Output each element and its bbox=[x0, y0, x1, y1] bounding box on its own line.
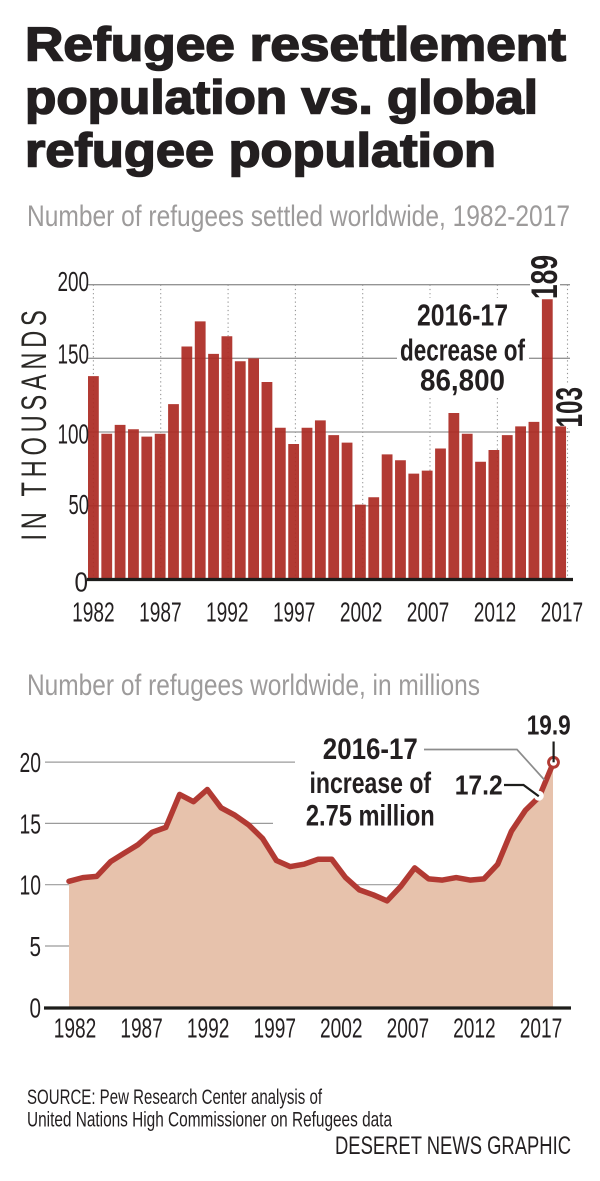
svg-text:100: 100 bbox=[58, 419, 90, 450]
svg-text:DESERET NEWS GRAPHIC: DESERET NEWS GRAPHIC bbox=[335, 1132, 571, 1160]
svg-text:1997: 1997 bbox=[253, 1013, 296, 1044]
svg-text:19.9: 19.9 bbox=[527, 710, 571, 741]
svg-text:2012: 2012 bbox=[453, 1013, 496, 1044]
svg-text:increase of: increase of bbox=[310, 768, 432, 800]
svg-text:86,800: 86,800 bbox=[420, 364, 505, 398]
svg-text:decrease of: decrease of bbox=[400, 333, 526, 367]
svg-text:1982: 1982 bbox=[72, 597, 115, 628]
svg-text:1987: 1987 bbox=[120, 1013, 163, 1044]
svg-text:0: 0 bbox=[30, 993, 42, 1024]
svg-text:1982: 1982 bbox=[54, 1013, 97, 1044]
svg-text:2016-17: 2016-17 bbox=[323, 734, 418, 766]
svg-text:103: 103 bbox=[549, 387, 590, 428]
svg-text:United Nations High Commission: United Nations High Commissioner on Refu… bbox=[27, 1109, 392, 1132]
svg-text:5: 5 bbox=[30, 931, 42, 962]
svg-text:0: 0 bbox=[75, 567, 89, 598]
svg-text:1997: 1997 bbox=[273, 597, 316, 628]
svg-text:20: 20 bbox=[20, 747, 42, 778]
svg-text:2007: 2007 bbox=[407, 597, 450, 628]
svg-text:189: 189 bbox=[524, 255, 565, 299]
svg-text:2002: 2002 bbox=[340, 597, 383, 628]
svg-text:refugee population: refugee population bbox=[25, 124, 496, 177]
svg-text:2002: 2002 bbox=[320, 1013, 363, 1044]
svg-text:150: 150 bbox=[58, 339, 90, 370]
svg-text:1987: 1987 bbox=[139, 597, 182, 628]
svg-text:2017: 2017 bbox=[520, 1013, 563, 1044]
svg-text:2012: 2012 bbox=[474, 597, 517, 628]
svg-text:population vs. global: population vs. global bbox=[25, 71, 538, 124]
svg-text:50: 50 bbox=[69, 489, 90, 520]
svg-text:2016-17: 2016-17 bbox=[417, 298, 508, 332]
svg-text:Number of refugees worldwide,: Number of refugees worldwide, in million… bbox=[27, 669, 480, 702]
svg-text:IN THOUSANDS: IN THOUSANDS bbox=[15, 306, 54, 541]
svg-text:2017: 2017 bbox=[541, 597, 584, 628]
svg-text:Refugee resettlement: Refugee resettlement bbox=[25, 18, 566, 71]
svg-text:200: 200 bbox=[58, 266, 90, 297]
svg-text:1992: 1992 bbox=[187, 1013, 230, 1044]
svg-text:2007: 2007 bbox=[387, 1013, 430, 1044]
svg-text:Number of refugees settled wor: Number of refugees settled worldwide, 19… bbox=[27, 200, 570, 233]
svg-text:17.2: 17.2 bbox=[455, 770, 503, 801]
svg-text:10: 10 bbox=[20, 870, 42, 901]
svg-text:15: 15 bbox=[20, 808, 42, 839]
svg-text:SOURCE: Pew Research Center an: SOURCE: Pew Research Center analysis of bbox=[27, 1086, 322, 1109]
svg-text:1992: 1992 bbox=[206, 597, 249, 628]
svg-text:2.75 million: 2.75 million bbox=[306, 801, 435, 833]
